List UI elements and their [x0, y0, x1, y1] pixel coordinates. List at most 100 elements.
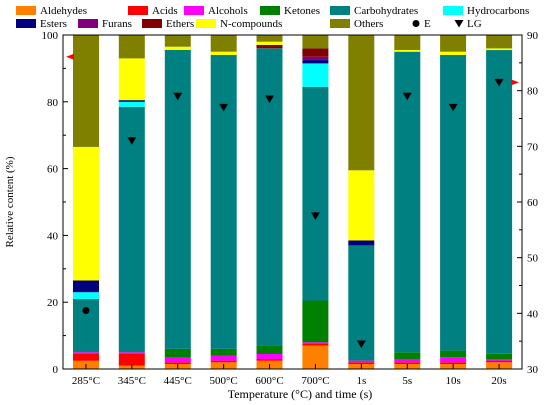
point-lg-5s	[402, 92, 412, 101]
bar-others-10s	[440, 35, 467, 52]
axes: 0 20 40 60 80 100 30 40 50 60 70 80 90 285°C 345°C 445°…	[42, 30, 539, 387]
bar-ethers-700-c	[302, 48, 329, 57]
legend-label-others: Others	[354, 18, 383, 30]
bar-carbohydrates-600-c	[256, 48, 283, 346]
bar-carbohydrates-500-c	[210, 55, 237, 349]
bar-acids-600-c	[256, 359, 283, 361]
bar-acids-700-c	[302, 343, 329, 346]
bar-furans-700-c	[302, 56, 329, 60]
bar-others-445-c	[164, 35, 191, 47]
legend-label-acids: Acids	[152, 5, 178, 17]
bar-n-compounds-445-c	[164, 46, 191, 50]
bar-ketones-445-c	[164, 349, 191, 358]
x-tick-label: 10s	[446, 375, 461, 387]
legend-swatch-n-compounds	[196, 19, 216, 28]
x-tick-label: 445°C	[164, 375, 192, 387]
legend-label-hydrocarbons: Hydrocarbons	[467, 5, 529, 17]
bar-others-700-c	[302, 35, 329, 49]
bar-hydrocarbons-285-c	[73, 292, 99, 299]
bar-acids-445-c	[164, 362, 191, 364]
y2-tick-label: 80	[527, 86, 539, 98]
legend-label-ethers: Ethers	[166, 18, 194, 30]
y2-tick-label: 70	[527, 141, 539, 153]
bar-ketones-5s	[394, 352, 421, 359]
bars	[73, 35, 513, 369]
point-lg-700-c	[310, 212, 320, 220]
bar-n-compounds-600-c	[256, 41, 283, 45]
legend-swatch-furans	[78, 19, 98, 28]
bar-esters-1s	[348, 240, 375, 246]
y-tick-label: 60	[47, 164, 59, 176]
legend-marker-lg	[454, 20, 464, 28]
bar-hydrocarbons-345-c	[118, 101, 145, 107]
bar-n-compounds-20s	[486, 48, 513, 51]
bar-alcohols-500-c	[210, 355, 237, 361]
bar-ketones-10s	[440, 350, 467, 358]
y-tick-label: 100	[42, 30, 59, 42]
x-tick-label: 5s	[402, 375, 412, 387]
bar-ketones-500-c	[210, 349, 237, 356]
legend-swatch-acids	[128, 6, 148, 15]
bar-acids-5s	[394, 362, 421, 364]
bar-carbohydrates-700-c	[302, 86, 329, 301]
bar-alcohols-285-c	[73, 352, 99, 354]
point-lg-445-c	[173, 92, 183, 101]
bar-esters-345-c	[118, 100, 145, 102]
bar-acids-285-c	[73, 354, 99, 361]
bar-alcohols-600-c	[256, 354, 283, 359]
bar-carbohydrates-285-c	[73, 298, 99, 353]
bar-acids-345-c	[118, 354, 145, 366]
bar-esters-285-c	[73, 280, 99, 293]
point-lg-345-c	[127, 137, 137, 145]
bar-n-compounds-1s	[348, 170, 375, 241]
x-tick-label: 285°C	[72, 375, 100, 387]
bar-carbohydrates-20s	[486, 50, 513, 354]
legend-swatch-alcohols	[184, 6, 204, 15]
bar-others-20s	[486, 35, 513, 49]
x-tick-label: 1s	[356, 375, 366, 387]
bar-carbohydrates-10s	[440, 55, 467, 351]
right-axis-arrow-head	[511, 79, 519, 86]
y2-tick-label: 90	[527, 30, 539, 42]
bar-alcohols-10s	[440, 357, 467, 363]
y2-tick-label: 30	[527, 364, 539, 376]
y-tick-label: 80	[47, 97, 59, 109]
bar-acids-20s	[486, 360, 513, 363]
markers	[82, 78, 504, 348]
bar-others-345-c	[118, 35, 145, 59]
left-axis-arrow-head	[66, 53, 74, 60]
legend-swatch-others	[330, 19, 350, 28]
bar-ketones-700-c	[302, 300, 329, 343]
bar-others-5s	[394, 35, 421, 50]
bar-acids-1s	[348, 362, 375, 364]
bar-carbohydrates-345-c	[118, 106, 145, 353]
bar-others-500-c	[210, 35, 237, 52]
legend-label-carbohydrates: Carbohydrates	[354, 5, 418, 17]
y2-tick-label: 40	[527, 308, 539, 320]
bar-acids-500-c	[210, 360, 237, 363]
bar-carbohydrates-5s	[394, 51, 421, 353]
legend-label-furans: Furans	[102, 18, 132, 30]
bar-esters-700-c	[302, 60, 329, 64]
legend-swatch-esters	[16, 19, 36, 28]
bar-others-1s	[348, 35, 375, 171]
bar-alcohols-1s	[348, 360, 375, 363]
bar-alcohols-20s	[486, 359, 513, 361]
x-tick-label: 500°C	[210, 375, 238, 387]
bar-ketones-20s	[486, 354, 513, 359]
bar-n-compounds-285-c	[73, 146, 99, 281]
x-tick-label: 700°C	[301, 375, 329, 387]
bar-n-compounds-5s	[394, 50, 421, 52]
x-tick-label: 345°C	[118, 375, 146, 387]
legend-swatch-ethers	[142, 19, 162, 28]
legend-label-aldehydes: Aldehydes	[40, 5, 87, 17]
bar-alcohols-345-c	[118, 352, 145, 354]
legend-swatch-ketones	[260, 6, 280, 15]
bar-n-compounds-10s	[440, 51, 467, 55]
bar-others-285-c	[73, 35, 99, 147]
y-tick-label: 20	[47, 297, 59, 309]
bar-ethers-600-c	[256, 45, 283, 49]
bar-others-600-c	[256, 35, 283, 42]
bar-n-compounds-345-c	[118, 58, 145, 101]
